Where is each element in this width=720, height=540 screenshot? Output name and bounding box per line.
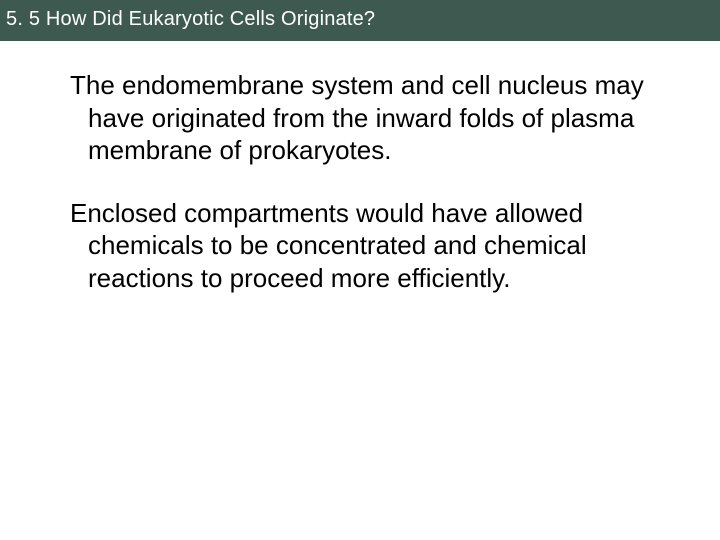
body-paragraph-2: Enclosed compartments would have allowed… bbox=[70, 197, 656, 295]
slide-body: The endomembrane system and cell nucleus… bbox=[0, 41, 720, 294]
slide-title: 5. 5 How Did Eukaryotic Cells Originate? bbox=[6, 8, 714, 31]
body-paragraph-1: The endomembrane system and cell nucleus… bbox=[70, 69, 656, 167]
slide: 5. 5 How Did Eukaryotic Cells Originate?… bbox=[0, 0, 720, 540]
title-bar: 5. 5 How Did Eukaryotic Cells Originate? bbox=[0, 0, 720, 41]
